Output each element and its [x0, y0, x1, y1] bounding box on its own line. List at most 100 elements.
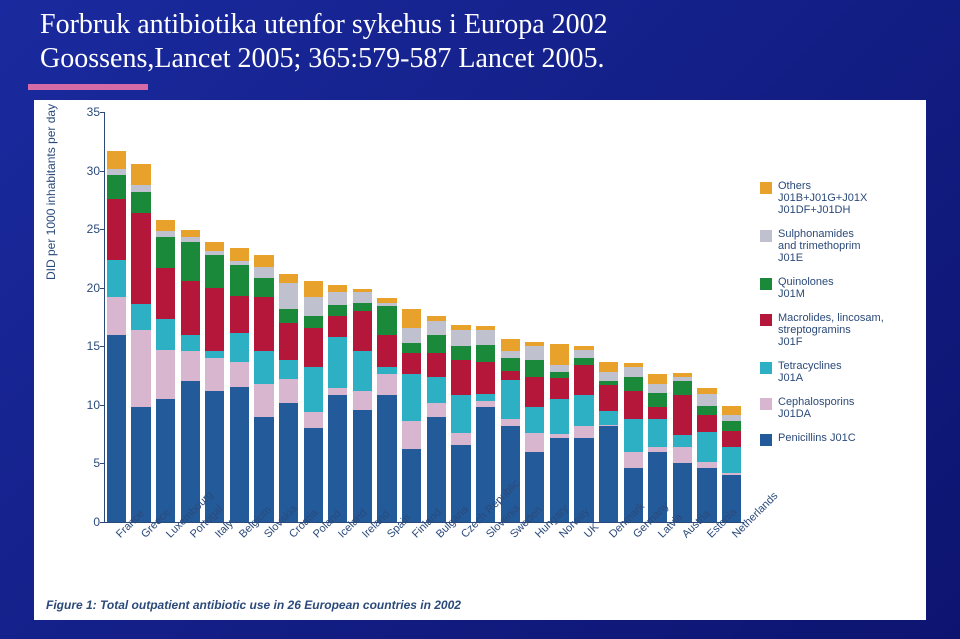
y-tick: 5 — [78, 456, 100, 470]
bar-segment-quinolones — [205, 255, 224, 288]
title-line2: Goossens,Lancet 2005; 365:579-587 Lancet… — [40, 43, 605, 74]
bar-segment-cephalosporins — [476, 401, 495, 407]
bar-segment-macrolides — [624, 391, 643, 419]
bar-segment-quinolones — [673, 381, 692, 395]
bar-segment-others — [673, 373, 692, 377]
bar-segment-sulphonamides — [107, 169, 126, 175]
bar-segment-others — [574, 346, 593, 350]
y-tick: 35 — [78, 105, 100, 119]
bar-segment-others — [230, 248, 249, 261]
bar-segment-sulphonamides — [550, 365, 569, 372]
x-label: UK — [582, 521, 601, 540]
bar-segment-penicillins — [131, 407, 150, 522]
bar-segment-macrolides — [574, 365, 593, 395]
bar-segment-cephalosporins — [599, 425, 618, 426]
bar-segment-macrolides — [673, 395, 692, 435]
bar-segment-quinolones — [476, 345, 495, 361]
bar-segment-others — [254, 255, 273, 267]
bar-segment-sulphonamides — [648, 384, 667, 393]
plot-area — [104, 112, 744, 522]
bar-segment-tetracyclines — [476, 394, 495, 401]
bar-segment-quinolones — [599, 381, 618, 385]
bar-segment-sulphonamides — [279, 283, 298, 309]
y-tick: 20 — [78, 281, 100, 295]
bar-segment-quinolones — [377, 306, 396, 334]
bar-segment-tetracyclines — [107, 260, 126, 297]
bar-segment-tetracyclines — [451, 395, 470, 432]
bar-segment-tetracyclines — [697, 432, 716, 462]
bar-segment-macrolides — [328, 316, 347, 337]
legend-swatch — [760, 398, 772, 410]
bar-segment-others — [550, 344, 569, 365]
legend: OthersJ01B+J01G+J01XJ01DF+J01DH Sulphonam… — [760, 180, 910, 458]
bar-segment-others — [722, 406, 741, 415]
bar-segment-sulphonamides — [402, 328, 421, 343]
bar-segment-quinolones — [353, 303, 372, 311]
y-tick: 25 — [78, 222, 100, 236]
bar-segment-macrolides — [451, 360, 470, 395]
bar-segment-quinolones — [230, 265, 249, 295]
bar-segment-tetracyclines — [328, 337, 347, 389]
bar-segment-quinolones — [624, 377, 643, 391]
bar-segment-sulphonamides — [181, 237, 200, 242]
legend-label: TetracyclinesJ01A — [778, 360, 842, 384]
bar-segment-tetracyclines — [624, 419, 643, 452]
bar-segment-macrolides — [722, 431, 741, 447]
bar-segment-others — [402, 309, 421, 328]
bar-segment-quinolones — [427, 335, 446, 354]
y-tick: 10 — [78, 398, 100, 412]
bar-segment-others — [427, 316, 446, 321]
bar-segment-quinolones — [697, 406, 716, 415]
y-tick: 0 — [78, 515, 100, 529]
bar-segment-tetracyclines — [501, 380, 520, 419]
figure-panel: DID per 1000 inhabitants per day 0510152… — [34, 100, 926, 620]
bar-segment-quinolones — [550, 372, 569, 378]
bar-segment-penicillins — [353, 410, 372, 522]
caption-text: Figure 1: Total outpatient antibiotic us… — [46, 598, 461, 612]
bar-segment-sulphonamides — [254, 267, 273, 279]
bar-segment-others — [476, 326, 495, 330]
legend-swatch — [760, 314, 772, 326]
bar-segment-quinolones — [402, 343, 421, 354]
y-axis-label: DID per 1000 inhabitants per day — [44, 104, 58, 280]
bar-segment-cephalosporins — [451, 433, 470, 445]
bar-segment-sulphonamides — [476, 330, 495, 345]
bar-segment-sulphonamides — [377, 303, 396, 307]
bar-segment-tetracyclines — [254, 351, 273, 384]
bar-segment-macrolides — [697, 415, 716, 431]
bar-segment-tetracyclines — [131, 304, 150, 330]
bar-segment-others — [697, 388, 716, 394]
bar-segment-others — [205, 242, 224, 251]
bar-segment-sulphonamides — [156, 231, 175, 237]
y-tick: 30 — [78, 164, 100, 178]
bar-segment-penicillins — [427, 417, 446, 522]
legend-item: Penicillins J01C — [760, 432, 910, 446]
bar-segment-quinolones — [648, 393, 667, 407]
title-line1: Forbruk antibiotika utenfor sykehus i Eu… — [40, 9, 608, 40]
bar-segment-cephalosporins — [501, 419, 520, 426]
bar-segment-quinolones — [501, 358, 520, 371]
bar-segment-sulphonamides — [624, 367, 643, 376]
bar-segment-macrolides — [254, 297, 273, 351]
bar-segment-tetracyclines — [722, 447, 741, 473]
bar-segment-others — [451, 325, 470, 330]
legend-item: CephalosporinsJ01DA — [760, 396, 910, 420]
legend-item: Sulphonamidesand trimethoprimJ01E — [760, 228, 910, 264]
legend-label: OthersJ01B+J01G+J01XJ01DF+J01DH — [778, 180, 867, 216]
legend-item: QuinolonesJ01M — [760, 276, 910, 300]
bar-segment-cephalosporins — [279, 379, 298, 402]
bar-segment-tetracyclines — [304, 367, 323, 412]
bar-segment-others — [648, 374, 667, 383]
bar-segment-sulphonamides — [205, 251, 224, 255]
legend-item: Macrolides, lincosam,streptograminsJ01F — [760, 312, 910, 348]
bar-segment-cephalosporins — [550, 434, 569, 438]
bar-segment-macrolides — [131, 213, 150, 304]
bar-segment-cephalosporins — [427, 403, 446, 417]
bar-segment-tetracyclines — [599, 411, 618, 425]
bar-segment-others — [624, 363, 643, 368]
bar-segment-sulphonamides — [328, 292, 347, 305]
bar-segment-others — [304, 281, 323, 297]
bar-segment-tetracyclines — [353, 351, 372, 391]
bar-segment-macrolides — [353, 311, 372, 351]
bar-segment-macrolides — [156, 268, 175, 320]
